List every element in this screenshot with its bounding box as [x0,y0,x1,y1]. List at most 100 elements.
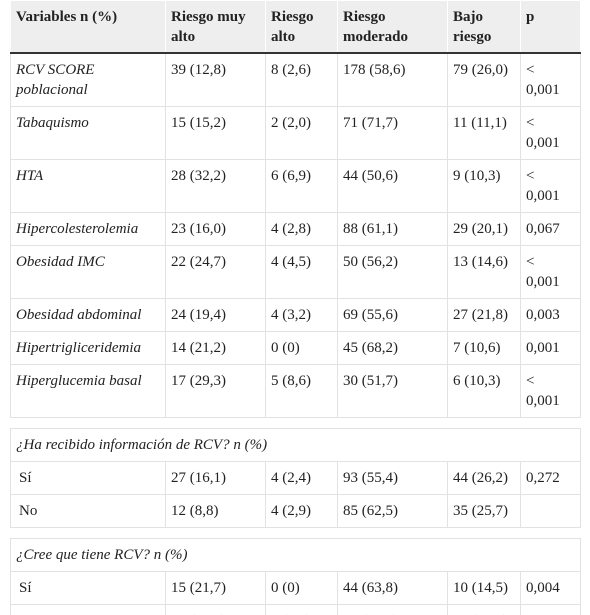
row-label: Hiperglucemia basal [10,364,166,418]
spacer-row [10,417,581,429]
section-title: ¿Cree que tiene RCV? n (%) [10,538,581,572]
cell: 8 (2,6) [265,52,338,107]
cell: 79 (26,0) [447,52,521,107]
spacer-cell [10,527,581,539]
row-label: No [10,604,166,615]
cell: 44 (63,8) [337,571,448,605]
header-cell: Riesgo alto [265,0,338,54]
cell: 4 (2,9) [265,494,338,528]
cell: 4 (3,2) [265,298,338,332]
section-row: ¿Ha recibido información de RCV? n (%) [10,428,581,462]
table-row: Sí 27 (16,1) 4 (2,4) 93 (55,4) 44 (26,2) 0,27… [10,461,581,495]
cell: 0 (0) [265,331,338,365]
table-row: Hiperglucemia basal 17 (29,3) 5 (8,6) 30 (5… [10,364,581,418]
cell: < 0,001 [520,364,581,418]
cell: 7 (10,6) [447,331,521,365]
cell: 93 (55,4) [337,461,448,495]
cell: 23 (16,0) [165,212,266,246]
row-label: RCV SCORE poblacional [10,52,166,107]
cell: < 0,001 [520,159,581,213]
cell: < 0,001 [520,106,581,160]
cell: 4 (4,5) [265,245,338,299]
cell: 50 (56,2) [337,245,448,299]
cell: 35 (25,7) [447,494,521,528]
cell: 0 (0) [265,571,338,605]
cell: 28 (32,2) [165,159,266,213]
cell: 24 (19,4) [165,298,266,332]
cell: < 0,001 [520,245,581,299]
cell: 12 (8,8) [165,494,266,528]
table-row: Obesidad abdominal 24 (19,4) 4 (3,2) 69 (55… [10,298,581,332]
cell: 29 (20,1) [447,212,521,246]
table-row: Hipertrigliceridemia 14 (21,2) 0 (0) 45 (68… [10,331,581,365]
cell: 34 (34,3) [447,604,521,615]
cell: 0,067 [520,212,581,246]
cell: 88 (61,1) [337,212,448,246]
empty-cell [520,604,581,615]
cell: 45 (68,2) [337,331,448,365]
header-cell: Variables n (%) [10,0,166,54]
cell: 17 (29,3) [165,364,266,418]
table-row: HTA 28 (32,2) 6 (6,9) 44 (50,6) 9 (10,3) < 0,… [10,159,581,213]
cell: 39 (12,8) [165,52,266,107]
cell: 178 (58,6) [337,52,448,107]
cell: 85 (62,5) [337,494,448,528]
header-cell: Riesgo muy alto [165,0,266,54]
cell: 9 (10,3) [447,159,521,213]
cell: 0,003 [520,298,581,332]
cell: 71 (71,7) [337,106,448,160]
cell: 0,004 [520,571,581,605]
section-title: ¿Ha recibido información de RCV? n (%) [10,428,581,462]
cell: 2 (2,0) [265,106,338,160]
table-body: RCV SCORE poblacional 39 (12,8) 8 (2,6) 178… [10,52,581,615]
cell: 11 (11,1) [447,106,521,160]
cell: 14 (21,2) [165,331,266,365]
row-label: Sí [10,461,166,495]
cell: 27 (21,8) [447,298,521,332]
table-row: Obesidad IMC 22 (24,7) 4 (4,5) 50 (56,2) 13 … [10,245,581,299]
cell: 44 (26,2) [447,461,521,495]
cell: 30 (51,7) [337,364,448,418]
table-row: Sí 15 (21,7) 0 (0) 44 (63,8) 10 (14,5) 0,004 [10,571,581,605]
header-cell: Riesgo moderado [337,0,448,54]
row-label: Tabaquismo [10,106,166,160]
section-row: ¿Cree que tiene RCV? n (%) [10,538,581,572]
cell: 12 (12,1) [165,604,266,615]
header-cell: p [520,0,581,54]
table-row: Hipercolesterolemia 23 (16,0) 4 (2,8) 88 (6… [10,212,581,246]
cell: 0,272 [520,461,581,495]
cell: 0,001 [520,331,581,365]
cell: 44 (50,6) [337,159,448,213]
cell: 49 (49,5) [337,604,448,615]
cell: < 0,001 [520,52,581,107]
table-row: No 12 (8,8) 4 (2,9) 85 (62,5) 35 (25,7) [10,494,581,528]
row-label: Sí [10,571,166,605]
cell: 5 (8,6) [265,364,338,418]
cell: 13 (14,6) [447,245,521,299]
header-cell: Bajo riesgo [447,0,521,54]
cell: 27 (16,1) [165,461,266,495]
spacer-row [10,527,581,539]
row-label: HTA [10,159,166,213]
row-label: Obesidad abdominal [10,298,166,332]
cell: 10 (14,5) [447,571,521,605]
row-label: Obesidad IMC [10,245,166,299]
table-row: RCV SCORE poblacional 39 (12,8) 8 (2,6) 178… [10,52,581,107]
row-label: No [10,494,166,528]
row-label: Hipercolesterolemia [10,212,166,246]
cell: 4 (2,4) [265,461,338,495]
cell: 69 (55,6) [337,298,448,332]
cell: 6 (6,9) [265,159,338,213]
table-row: Tabaquismo 15 (15,2) 2 (2,0) 71 (71,7) 11 (1… [10,106,581,160]
cell: 4 (2,8) [265,212,338,246]
cell: 6 (10,3) [447,364,521,418]
cell: 4 (4,0) [265,604,338,615]
spacer-cell [10,417,581,429]
cell: 15 (15,2) [165,106,266,160]
cell: 22 (24,7) [165,245,266,299]
header-row: Variables n (%) Riesgo muy alto Riesgo alt… [10,0,581,54]
cell: 15 (21,7) [165,571,266,605]
row-label: Hipertrigliceridemia [10,331,166,365]
